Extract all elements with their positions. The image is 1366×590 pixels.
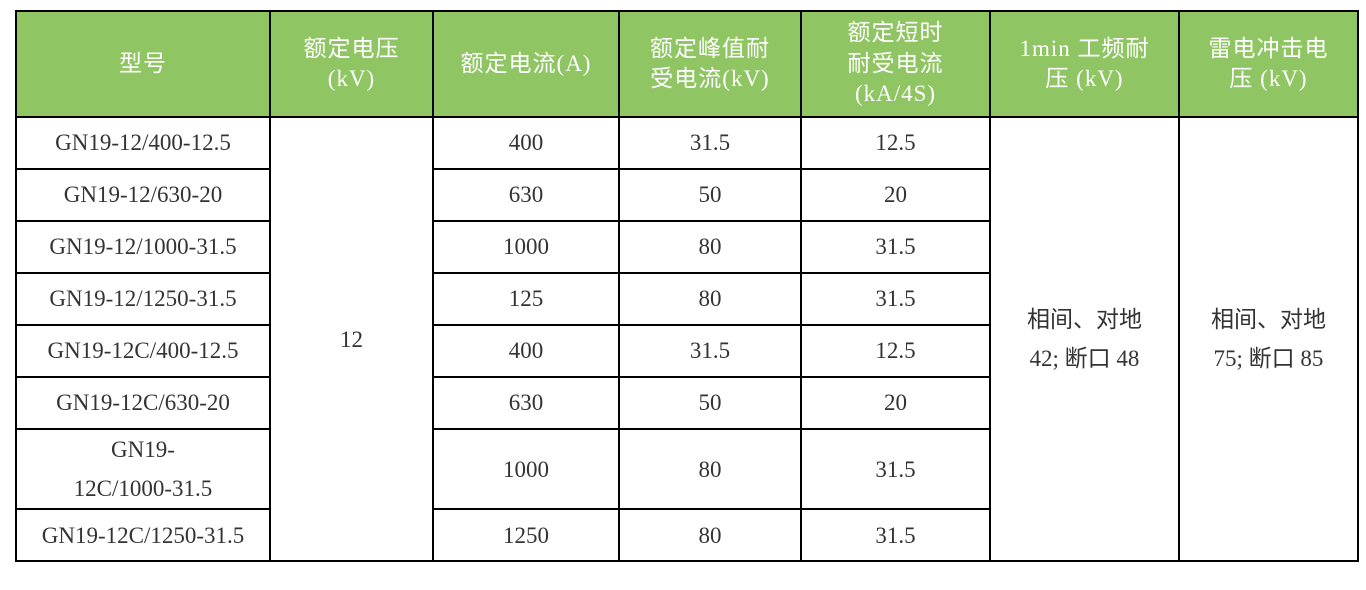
peak-cell-3: 80 <box>618 220 802 274</box>
peak-cell-6: 50 <box>618 376 802 430</box>
model-cell-4: GN19-12/1250-31.5 <box>15 272 271 326</box>
current-cell-2: 630 <box>432 168 620 222</box>
spec-table: 型号 额定电压 (kV) 额定电流(A) 额定峰值耐 受电流(kV) 额定短时 … <box>15 10 1359 563</box>
short-cell-8: 31.5 <box>800 508 991 563</box>
current-cell-3: 1000 <box>432 220 620 274</box>
short-cell-2: 20 <box>800 168 991 222</box>
table-row: GN19-12C/1250-31.5 1250 80 31.5 <box>15 508 1358 563</box>
model-cell-3: GN19-12/1000-31.5 <box>15 220 271 274</box>
current-cell-5: 400 <box>432 324 620 378</box>
peak-cell-4: 80 <box>618 272 802 326</box>
lightning-merged-cell: 相间、对地 75; 断口 85 <box>1178 115 1359 563</box>
model-cell-5: GN19-12C/400-12.5 <box>15 324 271 378</box>
table-row: GN19-12C/400-12.5 400 31.5 12.5 <box>15 324 1358 378</box>
current-cell-8: 1250 <box>432 508 620 563</box>
model-cell-1: GN19-12/400-12.5 <box>15 116 271 170</box>
col-header-model: 型号 <box>15 10 271 118</box>
rated-voltage-merged-cell: 12 <box>269 115 434 563</box>
peak-cell-8: 80 <box>618 508 802 563</box>
table-header-row: 型号 额定电压 (kV) 额定电流(A) 额定峰值耐 受电流(kV) 额定短时 … <box>15 10 1359 118</box>
short-cell-7: 31.5 <box>800 427 991 511</box>
peak-cell-5: 31.5 <box>618 324 802 378</box>
power-freq-merged-cell: 相间、对地 42; 断口 48 <box>989 115 1180 563</box>
short-cell-4: 31.5 <box>800 272 991 326</box>
current-cell-1: 400 <box>432 116 620 170</box>
col-header-peak-withstand: 额定峰值耐 受电流(kV) <box>618 10 802 118</box>
short-cell-3: 31.5 <box>800 220 991 274</box>
table-row: GN19-12C/630-20 630 50 20 <box>15 376 1358 430</box>
current-cell-7: 1000 <box>432 427 620 511</box>
table-row: GN19-12/630-20 630 50 20 <box>15 168 1358 222</box>
table-row: GN19-12/1000-31.5 1000 80 31.5 <box>15 220 1358 274</box>
col-header-short-time-withstand: 额定短时 耐受电流 (kA/4S) <box>800 10 991 118</box>
table-row: GN19-12/400-12.5 12 400 31.5 12.5 相间、对地 … <box>15 115 1359 563</box>
peak-cell-7: 80 <box>618 427 802 511</box>
peak-cell-2: 50 <box>618 168 802 222</box>
short-cell-5: 12.5 <box>800 324 991 378</box>
col-header-rated-voltage: 额定电压 (kV) <box>269 10 434 118</box>
peak-cell-1: 31.5 <box>618 116 802 170</box>
col-header-lightning-impulse: 雷电冲击电 压 (kV) <box>1178 10 1359 118</box>
model-cell-2: GN19-12/630-20 <box>15 168 271 222</box>
current-cell-6: 630 <box>432 376 620 430</box>
model-cell-7: GN19- 12C/1000-31.5 <box>15 427 271 511</box>
table-row: GN19- 12C/1000-31.5 1000 80 31.5 <box>15 427 1358 511</box>
model-cell-8: GN19-12C/1250-31.5 <box>15 508 271 563</box>
col-header-rated-current: 额定电流(A) <box>432 10 620 118</box>
current-cell-4: 125 <box>432 272 620 326</box>
model-cell-6: GN19-12C/630-20 <box>15 376 271 430</box>
col-header-power-freq-withstand: 1min 工频耐 压 (kV) <box>989 10 1180 118</box>
table-row: GN19-12/1250-31.5 125 80 31.5 <box>15 272 1358 326</box>
short-cell-1: 12.5 <box>800 116 991 170</box>
short-cell-6: 20 <box>800 376 991 430</box>
